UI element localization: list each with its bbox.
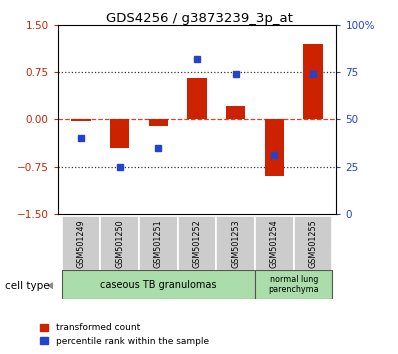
Text: caseous TB granulomas: caseous TB granulomas [100,280,217,290]
Text: cell type: cell type [5,281,49,291]
Bar [62,270,255,299]
Text: GSM501255: GSM501255 [308,219,318,268]
Bar [265,119,284,176]
Bar [255,270,332,299]
Bar [178,216,217,271]
Text: GSM501252: GSM501252 [193,219,201,268]
Text: GSM501253: GSM501253 [231,219,240,268]
Bar [226,105,246,119]
Text: GSM501249: GSM501249 [76,219,86,268]
Legend: transformed count, percentile rank within the sample: transformed count, percentile rank withi… [40,324,209,346]
Text: normal lung
parenchyma: normal lung parenchyma [268,275,319,294]
Polygon shape [47,282,53,289]
Text: GSM501251: GSM501251 [154,219,163,268]
Bar [255,216,294,271]
Bar [303,44,323,119]
Text: GSM501254: GSM501254 [270,219,279,268]
Bar [187,79,207,119]
Bar [100,216,139,271]
Bar [62,216,100,271]
Bar [139,216,178,271]
Bar [217,216,255,271]
Text: GSM501250: GSM501250 [115,219,124,268]
Text: GDS4256 / g3873239_3p_at: GDS4256 / g3873239_3p_at [105,12,293,25]
Bar [294,216,332,271]
Bar [71,119,91,121]
Bar [110,119,129,148]
Bar [148,119,168,126]
